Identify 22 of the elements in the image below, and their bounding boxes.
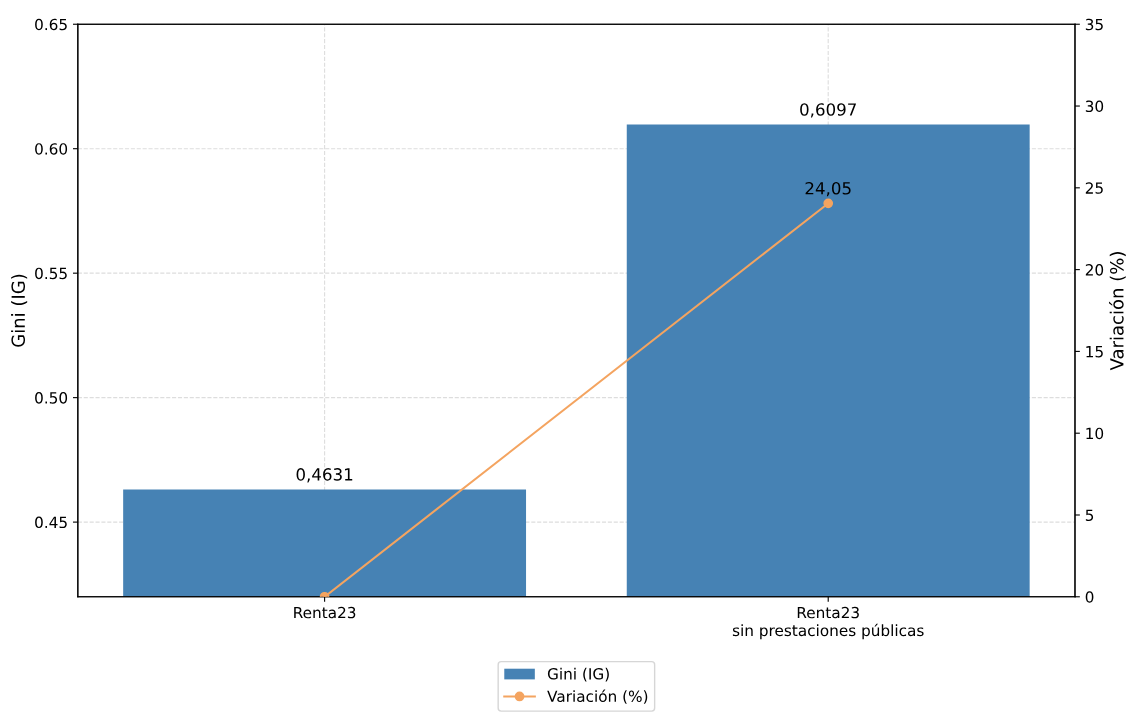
y-tick-label: 0.50	[35, 392, 68, 404]
y2-tick-label: 10	[1086, 427, 1104, 440]
y2-tick-label: 20	[1085, 264, 1104, 276]
y2-tick-label: 0	[1085, 591, 1094, 603]
y-tick-label: 0.55	[35, 267, 67, 280]
y2-axis-title: Variación (%)	[1108, 252, 1126, 371]
y-tick-label: 0.65	[35, 18, 67, 31]
data-label: 24,05	[805, 181, 851, 197]
y-tick-label: 0.45	[35, 516, 67, 529]
y2-tick-label: 25	[1085, 182, 1103, 194]
y-tick-label: 0.60	[35, 143, 68, 155]
y2-tick-label: 15	[1086, 346, 1103, 358]
x-tick-label: Renta23	[294, 606, 356, 619]
y2-tick-label: 30	[1085, 100, 1104, 113]
y2-tick-label: 35	[1085, 18, 1103, 31]
legend-label: Gini (IG)	[547, 667, 609, 682]
x-tick-label: Renta23 sin prestaciones públicas	[732, 606, 924, 640]
y2-tick-label: 5	[1085, 509, 1094, 522]
data-label: 0,6097	[800, 103, 856, 118]
y-axis-title: Gini (IG)	[11, 274, 28, 347]
legend-label: Variación (%)	[547, 689, 648, 704]
data-label: 0,4631	[296, 468, 353, 483]
